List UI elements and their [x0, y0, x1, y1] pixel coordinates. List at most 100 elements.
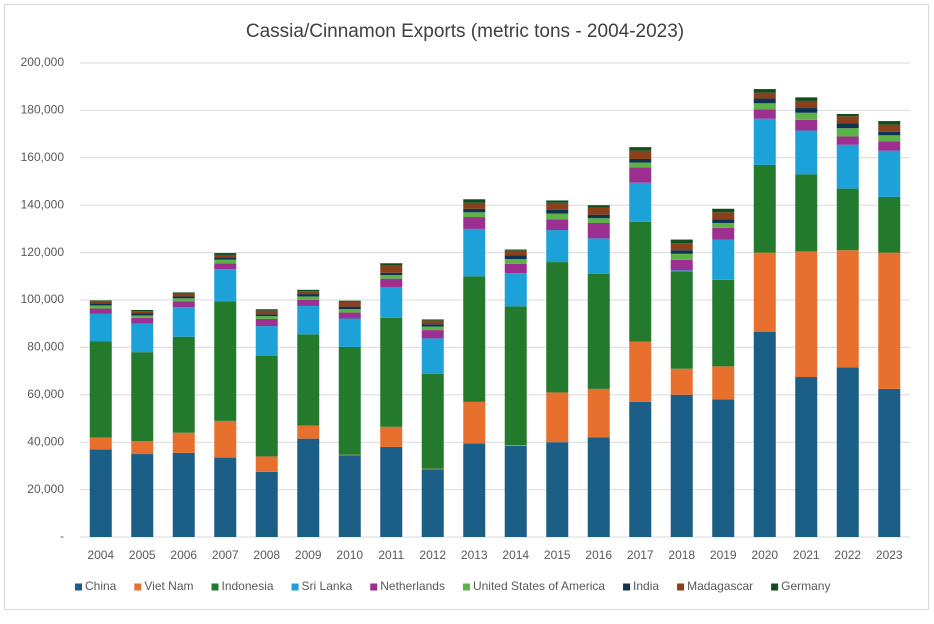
legend-label: United States of America — [473, 579, 605, 593]
bar-segment — [546, 392, 568, 442]
bar-segment — [339, 302, 361, 307]
bar-segment — [588, 389, 610, 438]
bar-segment — [754, 109, 776, 118]
bar-segment — [795, 377, 817, 537]
x-tick-label: 2010 — [336, 548, 363, 562]
bar-segment — [131, 441, 153, 454]
bar-segment — [588, 437, 610, 537]
bar-segment — [837, 116, 859, 123]
legend-label: Sri Lanka — [302, 579, 353, 593]
bar-segment — [671, 272, 693, 369]
x-tick-label: 2009 — [295, 548, 322, 562]
y-tick-label: 160,000 — [21, 150, 65, 164]
legend-label: Germany — [781, 579, 830, 593]
bar-segment — [712, 366, 734, 399]
bar-segment — [463, 209, 485, 213]
bar-segment — [256, 311, 278, 315]
legend-swatch — [677, 584, 684, 591]
bar-segment — [131, 454, 153, 537]
x-tick-label: 2018 — [668, 548, 695, 562]
bar-segment — [173, 296, 195, 298]
bar-segment — [629, 163, 651, 168]
x-tick-label: 2007 — [212, 548, 239, 562]
bar-segment — [671, 270, 693, 271]
bar-segment — [131, 314, 153, 316]
bar-segment — [173, 294, 195, 297]
bar-segment — [131, 352, 153, 441]
legend-swatch — [134, 584, 141, 591]
bar-segment — [214, 458, 236, 537]
bar-segment — [505, 259, 527, 264]
bar-segment — [837, 128, 859, 136]
bar-segment — [878, 151, 900, 197]
x-tick-label: 2020 — [751, 548, 778, 562]
bar-segment — [90, 304, 112, 306]
bar-segment — [629, 151, 651, 159]
bar-segment — [256, 356, 278, 457]
bar-segment — [256, 472, 278, 537]
bar-segment — [173, 307, 195, 337]
bar-segment — [754, 253, 776, 332]
bar-segment — [297, 291, 319, 294]
bar-segment — [463, 199, 485, 203]
bar-segment — [380, 279, 402, 287]
bar-segment — [214, 253, 236, 255]
bar-segment — [837, 189, 859, 251]
x-tick-label: 2019 — [710, 548, 737, 562]
bar-segment — [546, 230, 568, 262]
legend-swatch — [292, 584, 299, 591]
x-tick-label: 2014 — [502, 548, 529, 562]
bar-segment — [795, 108, 817, 113]
bar-segment — [339, 307, 361, 309]
legend-label: Madagascar — [687, 579, 753, 593]
bar-segment — [712, 212, 734, 219]
bar-segment — [131, 324, 153, 352]
bar-segment — [422, 338, 444, 374]
bar-segment — [712, 209, 734, 213]
bar-segment — [712, 228, 734, 240]
y-tick-label: 80,000 — [27, 340, 64, 354]
bar-segment — [588, 223, 610, 238]
bar-segment — [339, 347, 361, 455]
bar-segment — [837, 123, 859, 128]
x-tick-label: 2015 — [544, 548, 571, 562]
bar-segment — [380, 287, 402, 318]
bar-segment — [671, 369, 693, 395]
x-tick-label: 2017 — [627, 548, 654, 562]
x-tick-label: 2008 — [253, 548, 280, 562]
bar-segment — [463, 402, 485, 443]
bar-segment — [173, 292, 195, 293]
bar-segment — [546, 200, 568, 202]
bar-segment — [795, 101, 817, 108]
bar-segment — [588, 238, 610, 274]
bar-segment — [712, 223, 734, 228]
bar-segment — [297, 294, 319, 296]
bar-segment — [754, 99, 776, 104]
bar-segment — [795, 174, 817, 251]
bar-segment — [463, 203, 485, 209]
bar-segment — [505, 306, 527, 445]
bar-segment — [380, 318, 402, 427]
bar-segment — [712, 400, 734, 537]
bar-segment — [173, 453, 195, 537]
bar-segment — [629, 222, 651, 342]
bar-segment — [422, 469, 444, 537]
legend-swatch — [370, 584, 377, 591]
bar-segment — [505, 251, 527, 256]
bar-segment — [339, 455, 361, 537]
bar-segment — [214, 421, 236, 458]
bar-segment — [90, 301, 112, 303]
bar-segment — [754, 89, 776, 93]
bar-segment — [297, 439, 319, 537]
bar-segment — [588, 208, 610, 215]
y-tick-label: 60,000 — [27, 387, 64, 401]
bar-segment — [546, 203, 568, 210]
bar-segment — [671, 254, 693, 260]
bar-segment — [256, 319, 278, 326]
bar-segment — [546, 210, 568, 214]
bar-segment — [380, 273, 402, 275]
bar-segment — [256, 316, 278, 319]
legend-swatch — [75, 584, 82, 591]
bar-segment — [131, 311, 153, 313]
bar-segment — [588, 215, 610, 219]
